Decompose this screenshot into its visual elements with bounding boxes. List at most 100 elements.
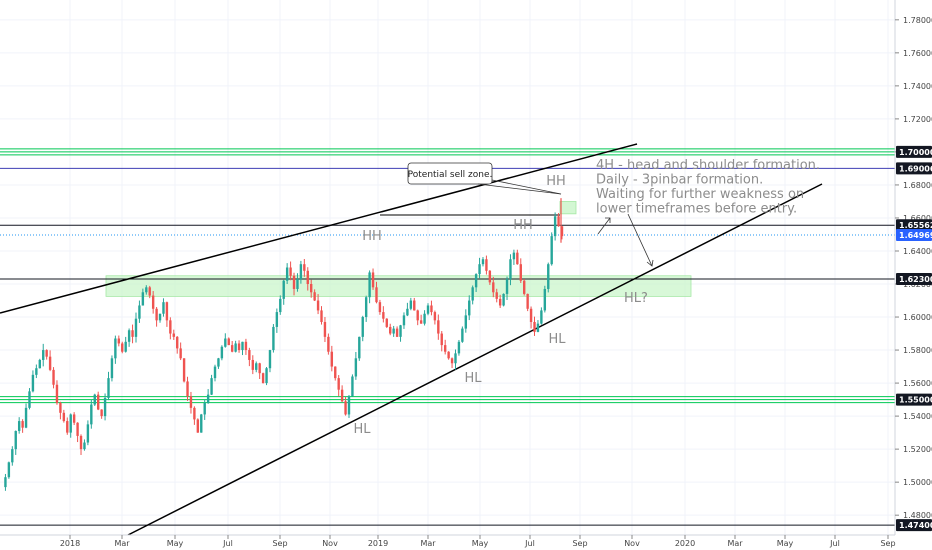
candle-body [213, 366, 217, 379]
candle-body [516, 252, 519, 265]
candle-body [114, 338, 117, 359]
time-tick-label: Sep [880, 539, 895, 548]
price-tag-label: 1.69006 [899, 164, 932, 173]
candle-body [272, 326, 275, 351]
candle-body [443, 345, 447, 352]
candle-body [440, 333, 443, 346]
candle-body [52, 369, 55, 385]
candle-body [306, 270, 309, 285]
price-tag [896, 162, 932, 175]
candle-body [100, 409, 103, 417]
candle-body [433, 312, 437, 321]
candle-body [382, 312, 385, 319]
candle-body [323, 321, 327, 337]
candle-body [399, 325, 402, 337]
candle-body [251, 359, 254, 370]
sell-zone [559, 201, 577, 215]
candle-body [220, 346, 224, 359]
candle-body [402, 315, 406, 326]
candle-body [162, 302, 165, 314]
candle-body [217, 358, 220, 367]
price-tag-label: 1.70000 [899, 148, 932, 157]
candle-body [299, 264, 303, 280]
time-tick-label: Jul [524, 539, 535, 548]
candle-body [31, 374, 35, 392]
candle-body [90, 404, 93, 425]
price-tag [896, 228, 932, 241]
price-tick-label: 1.50000 [903, 478, 932, 487]
time-tick-label: Jul [222, 539, 233, 548]
analysis-note-line: Waiting for further weakness on [596, 187, 804, 202]
candle-body [7, 462, 11, 478]
candle-body [93, 394, 96, 405]
candle-body [21, 421, 24, 428]
candle-body [244, 341, 248, 351]
candle-body [268, 350, 272, 369]
price-tick-label: 1.68000 [903, 181, 932, 190]
price-tag [896, 219, 932, 232]
time-tick-label: 2018 [60, 539, 80, 548]
candle-body [289, 267, 292, 276]
candle-body [141, 292, 145, 306]
candle-body [4, 477, 7, 488]
candle-body [327, 336, 330, 352]
candle-body [155, 308, 158, 321]
candle-body [320, 310, 323, 322]
time-tick-label: May [472, 539, 489, 548]
candle-body [361, 317, 364, 337]
candle-body [310, 284, 313, 293]
candle-body [258, 363, 261, 374]
candle-body [423, 313, 426, 324]
pattern-labels: HH HH HH HL HL HL HL? [353, 174, 647, 437]
candle-body [447, 351, 450, 359]
time-tick-label: Nov [322, 539, 338, 548]
arrow-down [627, 213, 653, 267]
candle-body [523, 280, 526, 294]
time-tick-label: Mar [114, 539, 130, 548]
candle-body [426, 305, 430, 314]
time-axis-bg [0, 535, 932, 550]
price-tick-label: 1.76000 [903, 49, 932, 58]
candle-body [368, 272, 371, 298]
candle-body [66, 421, 69, 433]
time-tick-label: Nov [624, 539, 640, 548]
analysis-notes: 4H - head and shoulder formation.Daily -… [596, 158, 820, 217]
arrow-up-head [605, 217, 611, 223]
time-axis[interactable]: 2018 Mar May Jul Sep Nov 2019 Mar May Jul Sep Nov 20… [0, 534, 932, 550]
candle-body [340, 389, 344, 402]
candle-body [285, 267, 289, 281]
candle-body [69, 414, 72, 433]
price-tick-label: 1.78000 [903, 16, 932, 25]
callout-box [407, 162, 493, 185]
candle-body [392, 328, 395, 334]
candle-body [255, 363, 258, 370]
candle-body [461, 328, 464, 342]
candle-body [86, 424, 90, 443]
arrow-down-head [646, 259, 654, 267]
candle-body [237, 343, 241, 351]
candle-body [203, 402, 206, 415]
candle-body [59, 402, 62, 413]
candle-body [416, 310, 419, 321]
candle-body [210, 378, 213, 395]
candle-body [471, 287, 474, 301]
candle-body [419, 320, 423, 324]
trendlines [0, 143, 823, 536]
candle-body [344, 401, 347, 415]
candle-body [248, 350, 251, 360]
analysis-note-line: 4H - head and shoulder formation. [596, 158, 820, 173]
price-tag-label: 1.55000 [899, 396, 932, 405]
candle-body [437, 320, 440, 334]
candle-body [121, 343, 124, 352]
candle-body [45, 350, 48, 357]
candle-body [316, 300, 320, 311]
candle-body [83, 442, 86, 450]
candle-body [234, 343, 237, 352]
price-tick-label: 1.54000 [903, 412, 932, 421]
pattern-label: HL? [624, 291, 648, 306]
candle-body [364, 297, 368, 318]
pattern-label: HH [362, 229, 382, 244]
candle-body [103, 397, 107, 417]
candle-body [553, 216, 557, 237]
